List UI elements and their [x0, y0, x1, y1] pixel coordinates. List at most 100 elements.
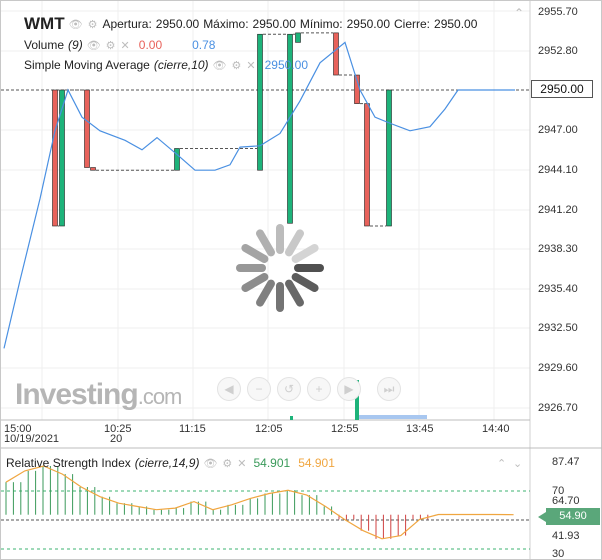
- volume-bar: [357, 415, 427, 419]
- spinner-spoke: [285, 279, 304, 307]
- open-value: 2950.00: [155, 17, 200, 31]
- gear-icon[interactable]: ⚙: [87, 18, 99, 31]
- volume-bar: [290, 416, 293, 420]
- scroll-right-button[interactable]: ▶: [337, 377, 361, 401]
- reset-button[interactable]: ↺: [277, 377, 301, 401]
- rsi-axis-label: 87.47: [552, 456, 580, 468]
- rsi-label: Relative Strength Index: [6, 456, 131, 470]
- volume-param: (9): [68, 38, 83, 52]
- spinner-spoke: [256, 279, 275, 307]
- rsi-axis-label: 64.70: [552, 495, 580, 507]
- rsi-value: 54.901: [253, 456, 291, 470]
- low-value: 2950.00: [346, 17, 390, 31]
- candle: [295, 32, 301, 43]
- zoom-in-button[interactable]: +: [307, 377, 331, 401]
- rsi-histogram: [5, 465, 503, 539]
- volume-legend: Volume (9) 👁 ⚙ ✕ 0.00 0.78: [24, 38, 215, 52]
- rsi-badge-pointer: [538, 512, 546, 522]
- close-label: Cierre:: [394, 17, 431, 31]
- spinner-spoke: [241, 273, 269, 292]
- candle: [174, 148, 180, 171]
- time-label: 13:45: [406, 423, 434, 435]
- chevron-up-icon[interactable]: ⌃: [514, 6, 526, 20]
- time-label: 12:05: [255, 423, 283, 435]
- volume-value-down: 0.00: [138, 38, 163, 52]
- candle: [52, 89, 58, 227]
- candle: [257, 33, 263, 171]
- rsi-legend: Relative Strength Index (cierre,14,9) 👁 …: [6, 456, 335, 470]
- low-label: Mínimo:: [299, 17, 343, 31]
- sma-value: 2950.00: [264, 58, 308, 72]
- price-axis-label: 2926.70: [538, 402, 578, 414]
- price-axis-label: 2932.50: [538, 322, 578, 334]
- rsi-param: (cierre,14,9): [134, 456, 200, 470]
- rsi-axis-label: 30: [552, 548, 565, 560]
- rsi-signal-value: 54.901: [298, 456, 335, 470]
- candle: [287, 33, 293, 224]
- gear-icon[interactable]: ⚙: [105, 39, 117, 52]
- spinner-spoke: [285, 229, 304, 257]
- current-price-badge: 2950.00: [531, 80, 593, 98]
- gear-icon[interactable]: ⚙: [222, 457, 234, 470]
- investing-logo: Investing.com: [15, 378, 183, 412]
- price-axis-label: 2944.10: [538, 164, 578, 176]
- candlestick-series: [52, 32, 392, 227]
- sma-legend: Simple Moving Average (cierre,10) 👁 ⚙ ✕ …: [24, 58, 308, 72]
- close-icon[interactable]: ✕: [120, 39, 131, 52]
- rsi-line: [5, 465, 514, 540]
- price-axis-label: 2947.00: [538, 124, 578, 136]
- eye-icon[interactable]: 👁: [86, 39, 102, 52]
- spinner-spoke: [291, 273, 319, 292]
- volume-value-up: 0.78: [192, 38, 216, 52]
- time-label: 10:25: [104, 423, 132, 435]
- ohlc-legend: WMT 👁 ⚙ Apertura: 2950.00 Máximo: 2950.0…: [24, 14, 477, 34]
- close-icon[interactable]: ✕: [246, 59, 257, 72]
- logo-suffix: .com: [137, 384, 183, 409]
- candle: [84, 89, 90, 168]
- zoom-out-button[interactable]: −: [247, 377, 271, 401]
- date-label: 10/19/2021: [4, 433, 60, 445]
- loading-spinner-icon: [236, 224, 324, 312]
- candle: [333, 32, 339, 76]
- price-axis-label: 2938.30: [538, 243, 578, 255]
- rsi-axis-label: 70: [552, 485, 565, 497]
- rsi-axis-label: 41.93: [552, 530, 580, 542]
- logo-main: Investing: [15, 378, 139, 411]
- eye-icon[interactable]: 👁: [68, 18, 84, 31]
- spinner-spoke: [241, 244, 269, 263]
- price-axis-label: 2952.80: [538, 45, 578, 57]
- volume-bar: [355, 380, 359, 420]
- high-value: 2950.00: [252, 17, 296, 31]
- close-icon[interactable]: ✕: [237, 457, 248, 470]
- volume-label: Volume: [24, 38, 65, 52]
- chevron-up-icon[interactable]: ⌃: [497, 458, 508, 470]
- spinner-spoke: [256, 229, 275, 257]
- go-to-end-button[interactable]: ⏭: [377, 377, 401, 401]
- candle: [90, 167, 96, 171]
- symbol-title: WMT: [24, 14, 65, 33]
- rsi-badge: 54.90: [546, 508, 600, 525]
- chevron-down-icon[interactable]: ⌄: [513, 458, 524, 470]
- eye-icon[interactable]: 👁: [212, 59, 228, 72]
- spinner-spoke: [291, 244, 319, 263]
- high-label: Máximo:: [203, 17, 249, 31]
- candle: [59, 89, 65, 227]
- price-axis-label: 2935.40: [538, 283, 578, 295]
- time-label: 12:55: [331, 423, 359, 435]
- sma-label: Simple Moving Average: [24, 58, 150, 72]
- sma-line: [3, 41, 515, 349]
- sma-param: (cierre,10): [153, 58, 209, 72]
- gear-icon[interactable]: ⚙: [231, 59, 243, 72]
- time-label: 11:15: [179, 423, 206, 435]
- close-value: 2950.00: [434, 17, 478, 31]
- eye-icon[interactable]: 👁: [203, 457, 219, 470]
- open-label: Apertura:: [102, 17, 152, 31]
- price-axis-label: 2929.60: [538, 362, 578, 374]
- candle: [364, 103, 370, 227]
- date-mark: 20: [110, 433, 123, 445]
- scroll-left-button[interactable]: ◀: [217, 377, 241, 401]
- candle: [386, 89, 392, 227]
- time-label: 14:40: [482, 423, 510, 435]
- time-label-first: 15:00: [4, 423, 32, 435]
